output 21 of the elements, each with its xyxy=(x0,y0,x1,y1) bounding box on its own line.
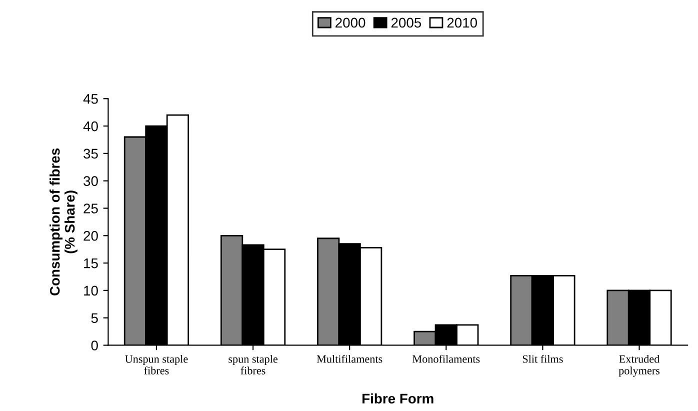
y-tick-label: 0 xyxy=(91,340,98,350)
x-tick-label: spun staple fibres xyxy=(228,354,278,374)
y-tick-label: 20 xyxy=(84,230,98,241)
y-axis-title: Consumption of fibres (% Share) xyxy=(50,148,78,296)
y-tick-label: 10 xyxy=(84,286,98,296)
legend-label: 2010 xyxy=(447,18,477,28)
y-tick-label: 15 xyxy=(84,258,98,268)
y-tick-label: 35 xyxy=(84,148,98,159)
x-axis-title: Fibre Form xyxy=(362,393,434,404)
x-tick-label: Extruded polymers xyxy=(618,354,660,377)
x-tick-label: Multifilaments xyxy=(316,354,382,363)
y-tick-label: 5 xyxy=(91,313,98,324)
x-tick-label: Unspun staple fibres xyxy=(125,354,188,374)
legend-label: 2005 xyxy=(391,18,422,28)
y-tick-label: 25 xyxy=(84,204,98,214)
y-tick-label: 40 xyxy=(83,121,98,132)
x-tick-label: Slit films xyxy=(522,354,563,363)
legend-label: 2000 xyxy=(336,18,366,28)
y-tick-label: 30 xyxy=(84,176,98,186)
y-tick-label: 45 xyxy=(83,94,98,104)
x-tick-label: Monofilaments xyxy=(412,354,480,363)
